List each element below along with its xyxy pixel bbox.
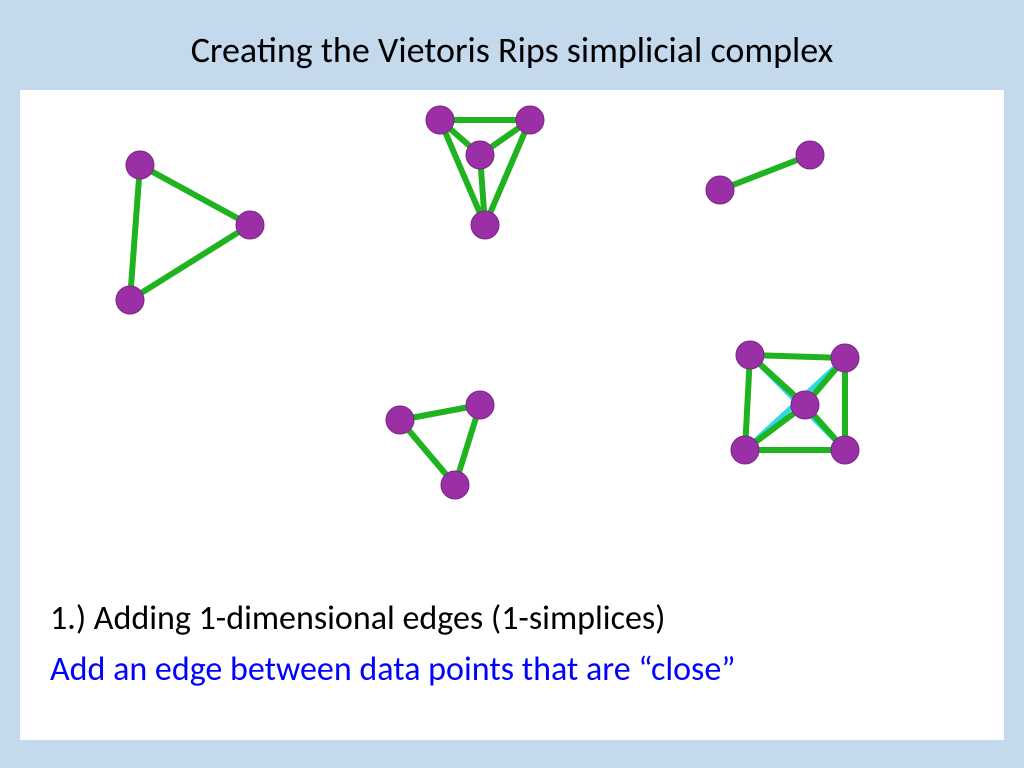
node [706, 176, 734, 204]
node [516, 106, 544, 134]
node [116, 286, 144, 314]
diagram-svg [20, 90, 1004, 570]
node [731, 436, 759, 464]
node [466, 141, 494, 169]
page-title: Creating the Vietoris Rips simplicial co… [40, 28, 984, 72]
node [796, 141, 824, 169]
node [236, 211, 264, 239]
content-panel: 1.) Adding 1-dimensional edges (1-simpli… [20, 90, 1004, 740]
caption-line-2: Add an edge between data points that are… [50, 649, 736, 690]
node [831, 436, 859, 464]
cluster-triangle-left [116, 151, 264, 314]
cluster-tetra-top [426, 106, 544, 239]
caption-line-1: 1.) Adding 1-dimensional edges (1-simpli… [50, 598, 736, 639]
cluster-edge-right [706, 141, 824, 204]
diagram-area [20, 90, 1004, 570]
node [126, 151, 154, 179]
cluster-square-right [731, 341, 859, 464]
caption-area: 1.) Adding 1-dimensional edges (1-simpli… [50, 598, 736, 690]
node [471, 211, 499, 239]
node [426, 106, 454, 134]
edge [130, 165, 140, 300]
node [386, 406, 414, 434]
cluster-triangle-bottom [386, 391, 494, 499]
node [791, 391, 819, 419]
edge [130, 225, 250, 300]
node [736, 341, 764, 369]
node [441, 471, 469, 499]
title-area: Creating the Vietoris Rips simplicial co… [0, 0, 1024, 90]
node [466, 391, 494, 419]
edge [140, 165, 250, 225]
node [831, 344, 859, 372]
